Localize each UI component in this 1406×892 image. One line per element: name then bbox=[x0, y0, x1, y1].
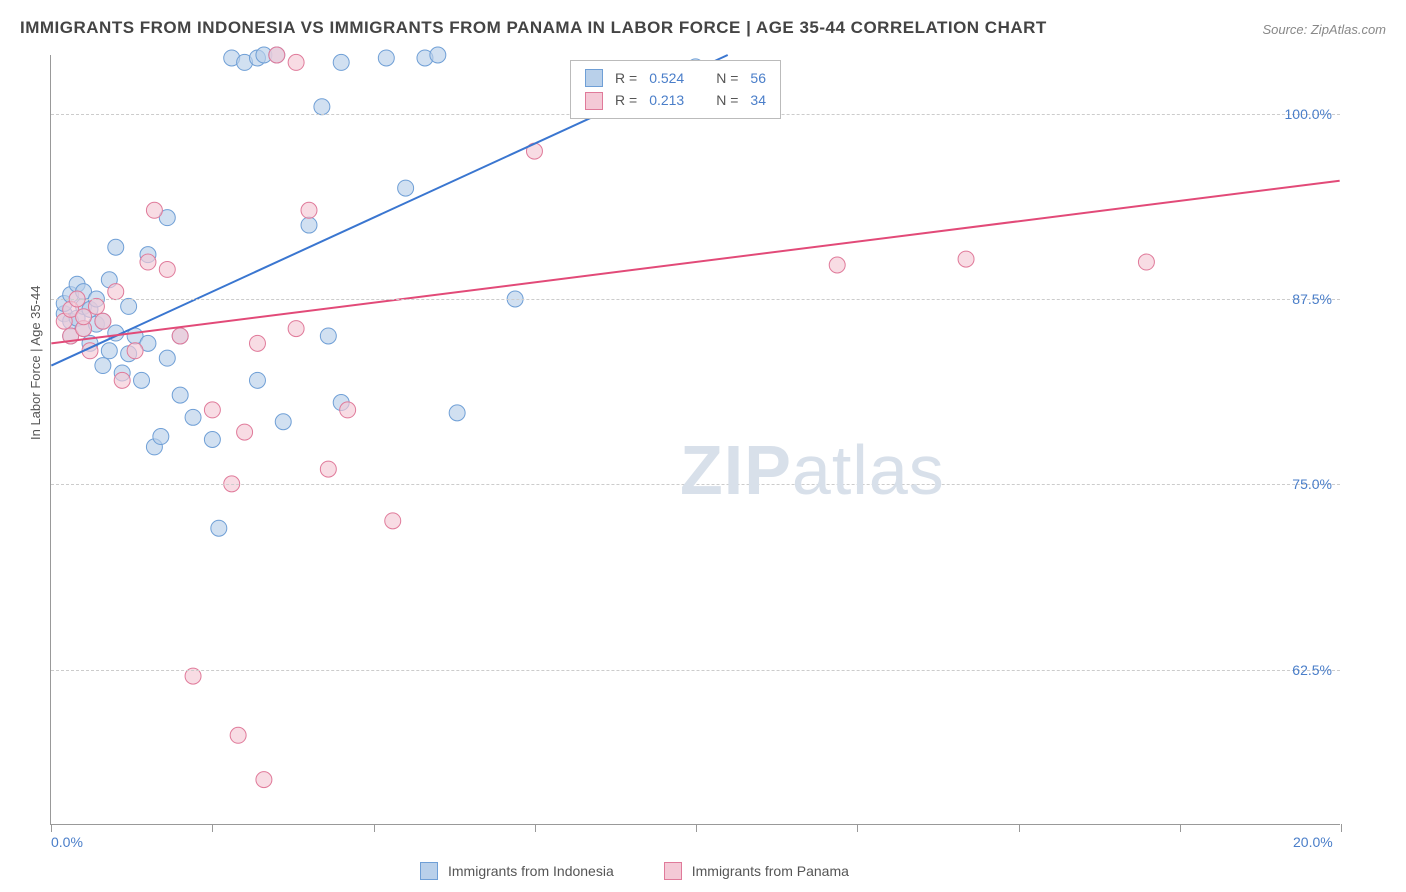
scatter-point bbox=[159, 350, 175, 366]
n-value-indonesia: 56 bbox=[750, 67, 766, 89]
legend-row-indonesia: R = 0.524 N = 56 bbox=[585, 67, 766, 89]
scatter-point bbox=[288, 321, 304, 337]
scatter-point bbox=[134, 372, 150, 388]
scatter-point bbox=[76, 309, 92, 325]
n-value-panama: 34 bbox=[750, 89, 766, 111]
y-tick-label: 87.5% bbox=[1292, 291, 1332, 307]
scatter-point bbox=[172, 328, 188, 344]
scatter-point bbox=[159, 261, 175, 277]
x-tick bbox=[1341, 824, 1342, 832]
scatter-point bbox=[1138, 254, 1154, 270]
swatch-indonesia bbox=[585, 69, 603, 87]
legend-label-indonesia: Immigrants from Indonesia bbox=[448, 863, 614, 879]
scatter-point bbox=[88, 298, 104, 314]
scatter-point bbox=[314, 99, 330, 115]
scatter-point bbox=[140, 254, 156, 270]
scatter-point bbox=[385, 513, 401, 529]
x-tick bbox=[857, 824, 858, 832]
scatter-point bbox=[288, 54, 304, 70]
scatter-point bbox=[172, 387, 188, 403]
scatter-point bbox=[301, 202, 317, 218]
plot-area: 62.5%75.0%87.5%100.0%0.0%20.0% bbox=[50, 55, 1340, 825]
y-tick-label: 100.0% bbox=[1285, 106, 1332, 122]
scatter-point bbox=[204, 402, 220, 418]
y-tick-label: 75.0% bbox=[1292, 476, 1332, 492]
scatter-point bbox=[249, 335, 265, 351]
y-tick-label: 62.5% bbox=[1292, 662, 1332, 678]
r-label: R = bbox=[615, 89, 637, 111]
r-label: R = bbox=[615, 67, 637, 89]
x-tick-label: 0.0% bbox=[51, 834, 83, 850]
scatter-point bbox=[275, 414, 291, 430]
source-attribution: Source: ZipAtlas.com bbox=[1262, 22, 1386, 37]
scatter-point bbox=[185, 668, 201, 684]
swatch-indonesia bbox=[420, 862, 438, 880]
scatter-point bbox=[249, 372, 265, 388]
scatter-point bbox=[108, 239, 124, 255]
scatter-point bbox=[829, 257, 845, 273]
scatter-point bbox=[320, 328, 336, 344]
scatter-point bbox=[185, 409, 201, 425]
x-tick bbox=[1180, 824, 1181, 832]
legend-row-panama: R = 0.213 N = 34 bbox=[585, 89, 766, 111]
swatch-panama bbox=[585, 92, 603, 110]
x-tick bbox=[1019, 824, 1020, 832]
scatter-point bbox=[301, 217, 317, 233]
y-axis-label: In Labor Force | Age 35-44 bbox=[28, 286, 43, 440]
scatter-point bbox=[958, 251, 974, 267]
x-tick bbox=[535, 824, 536, 832]
scatter-point bbox=[398, 180, 414, 196]
gridline bbox=[51, 484, 1340, 485]
scatter-point bbox=[340, 402, 356, 418]
n-label: N = bbox=[716, 67, 738, 89]
scatter-point bbox=[101, 343, 117, 359]
scatter-point bbox=[153, 429, 169, 445]
scatter-point bbox=[269, 47, 285, 63]
scatter-point bbox=[204, 432, 220, 448]
legend-item-indonesia: Immigrants from Indonesia bbox=[420, 862, 614, 880]
scatter-point bbox=[333, 54, 349, 70]
scatter-point bbox=[114, 372, 130, 388]
legend-label-panama: Immigrants from Panama bbox=[692, 863, 849, 879]
x-tick bbox=[51, 824, 52, 832]
x-tick bbox=[212, 824, 213, 832]
scatter-point bbox=[430, 47, 446, 63]
scatter-point bbox=[256, 772, 272, 788]
gridline bbox=[51, 670, 1340, 671]
legend-item-panama: Immigrants from Panama bbox=[664, 862, 849, 880]
scatter-point bbox=[378, 50, 394, 66]
chart-title: IMMIGRANTS FROM INDONESIA VS IMMIGRANTS … bbox=[20, 18, 1047, 38]
legend-correlation: R = 0.524 N = 56 R = 0.213 N = 34 bbox=[570, 60, 781, 119]
n-label: N = bbox=[716, 89, 738, 111]
x-tick-label: 20.0% bbox=[1293, 834, 1333, 850]
scatter-point bbox=[320, 461, 336, 477]
gridline bbox=[51, 299, 1340, 300]
chart-svg bbox=[51, 55, 1340, 824]
x-tick bbox=[374, 824, 375, 832]
legend-series: Immigrants from Indonesia Immigrants fro… bbox=[420, 862, 849, 880]
scatter-point bbox=[121, 298, 137, 314]
x-tick bbox=[696, 824, 697, 832]
scatter-point bbox=[230, 727, 246, 743]
scatter-point bbox=[449, 405, 465, 421]
scatter-point bbox=[95, 313, 111, 329]
scatter-point bbox=[127, 343, 143, 359]
scatter-point bbox=[95, 358, 111, 374]
scatter-point bbox=[211, 520, 227, 536]
scatter-point bbox=[237, 424, 253, 440]
scatter-point bbox=[108, 284, 124, 300]
swatch-panama bbox=[664, 862, 682, 880]
scatter-point bbox=[146, 202, 162, 218]
r-value-panama: 0.213 bbox=[649, 89, 684, 111]
r-value-indonesia: 0.524 bbox=[649, 67, 684, 89]
